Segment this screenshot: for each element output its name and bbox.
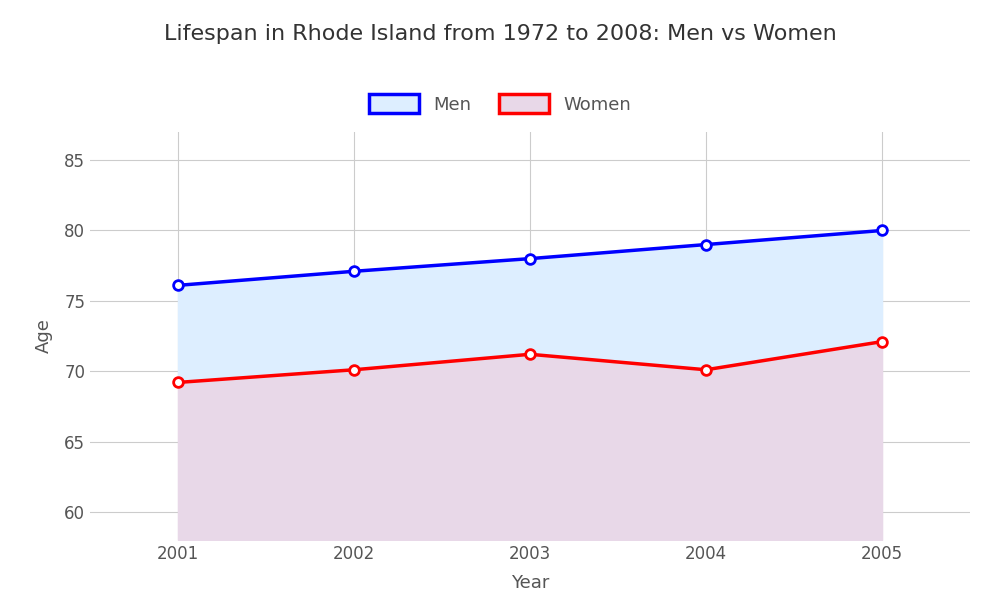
Y-axis label: Age: Age bbox=[35, 319, 53, 353]
X-axis label: Year: Year bbox=[511, 574, 549, 592]
Text: Lifespan in Rhode Island from 1972 to 2008: Men vs Women: Lifespan in Rhode Island from 1972 to 20… bbox=[164, 24, 836, 44]
Legend: Men, Women: Men, Women bbox=[361, 87, 639, 121]
